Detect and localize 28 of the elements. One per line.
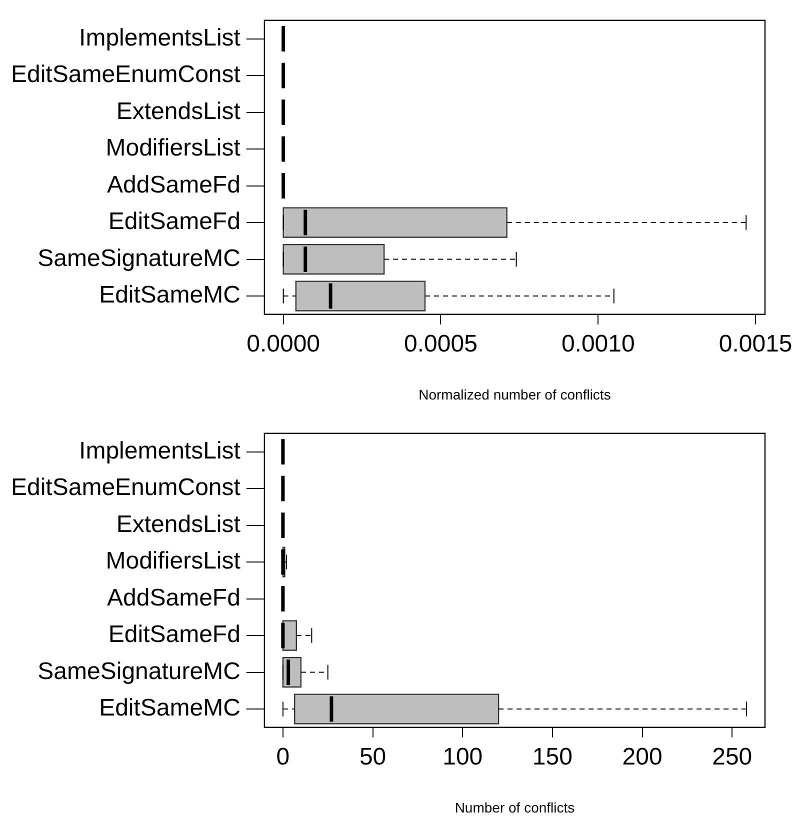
y-tick-label: SameSignatureMC xyxy=(38,244,240,272)
y-tick-label: ModifiersList xyxy=(106,548,241,575)
y-tick-label: EditSameMC xyxy=(99,282,240,309)
x-tick-label: 0.0000 xyxy=(246,330,320,358)
y-tick-label: AddSameFd xyxy=(107,584,240,612)
y-tick-label: ExtendsList xyxy=(116,98,241,125)
y-tick-label: SameSignatureMC xyxy=(38,658,240,685)
y-tick-label: AddSameFd xyxy=(107,171,240,198)
x-axis-title: Normalized number of conflicts xyxy=(418,386,611,402)
y-tick-label: ImplementsList xyxy=(79,24,241,52)
x-axis-title: Number of conflicts xyxy=(454,799,575,816)
y-tick-label: EditSameFd xyxy=(108,621,240,648)
y-tick-label: ExtendsList xyxy=(116,510,241,538)
x-tick-label: 100 xyxy=(442,743,483,770)
y-tick-label: EditSameMC xyxy=(99,694,240,722)
y-tick-label: ImplementsList xyxy=(79,437,241,464)
y-tick-label: EditSameFd xyxy=(108,208,240,236)
x-tick-label: 200 xyxy=(622,743,662,770)
x-tick-label: 250 xyxy=(712,743,752,770)
x-tick-label: 50 xyxy=(359,743,386,770)
x-tick-label: 0.0015 xyxy=(718,330,792,358)
x-tick-label: 0.0005 xyxy=(404,330,478,358)
x-tick-label: 0.0010 xyxy=(561,330,635,358)
y-tick-label: EditSameEnumConst xyxy=(10,474,241,502)
x-tick-label: 150 xyxy=(532,743,572,770)
x-tick-label: 0 xyxy=(276,743,290,770)
y-tick-label: EditSameEnumConst xyxy=(10,61,241,88)
y-tick-label: ModifiersList xyxy=(106,134,241,162)
